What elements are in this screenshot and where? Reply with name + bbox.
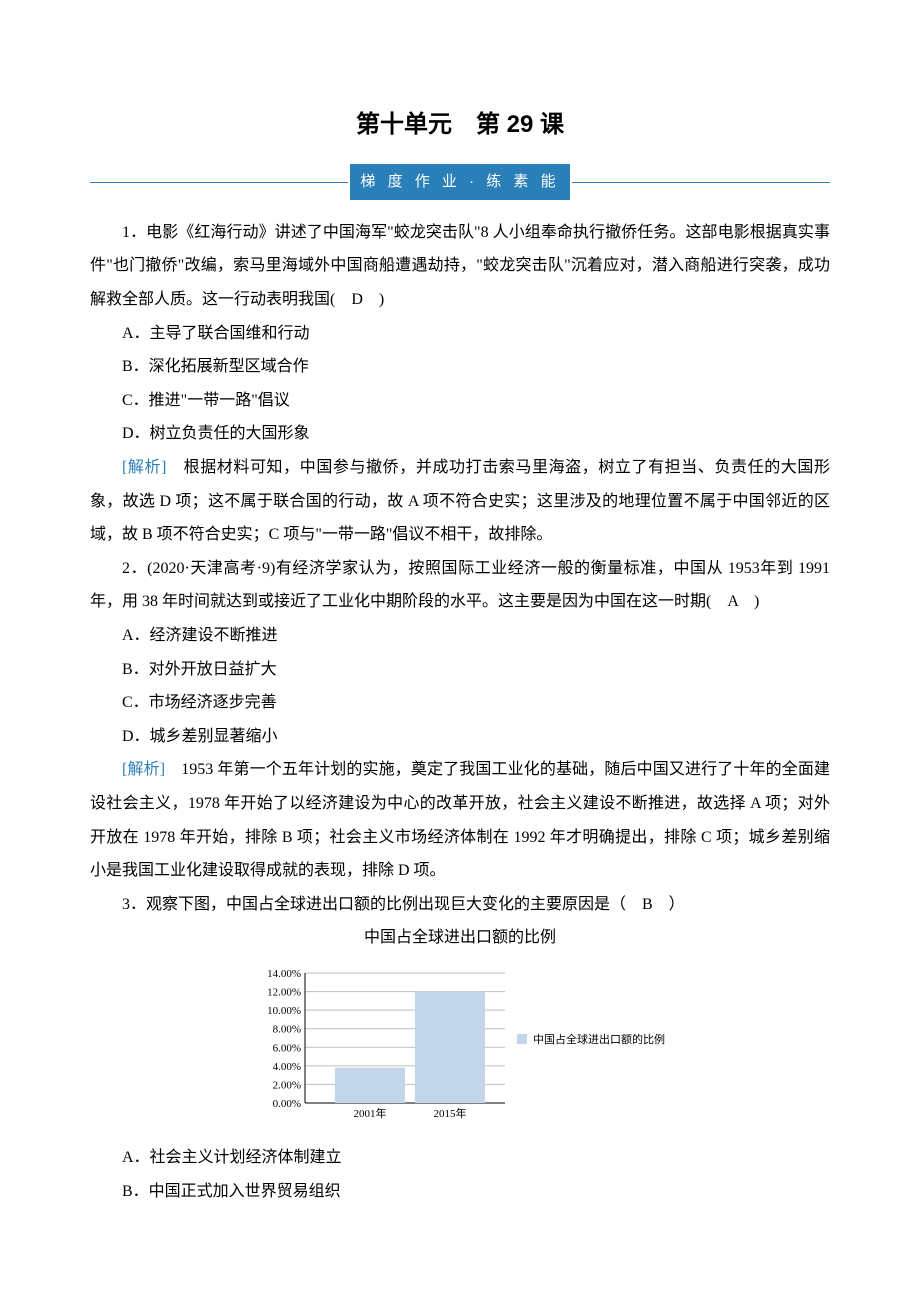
svg-text:4.00%: 4.00% bbox=[273, 1061, 301, 1073]
q2-analysis-text: 1953 年第一个五年计划的实施，奠定了我国工业化的基础，随后中国又进行了十年的… bbox=[90, 761, 830, 879]
svg-text:2.00%: 2.00% bbox=[273, 1079, 301, 1091]
svg-text:14.00%: 14.00% bbox=[267, 968, 301, 980]
analysis-label: [解析] bbox=[122, 459, 166, 476]
svg-text:12.00%: 12.00% bbox=[267, 987, 301, 999]
q1-analysis-text: 根据材料可知，中国参与撤侨，并成功打击索马里海盗，树立了有担当、负责任的大国形象… bbox=[90, 459, 830, 543]
q1-stem: 1．电影《红海行动》讲述了中国海军"蛟龙突击队"8 人小组奉命执行撤侨任务。这部… bbox=[90, 216, 830, 317]
q1-analysis: [解析] 根据材料可知，中国参与撤侨，并成功打击索马里海盗，树立了有担当、负责任… bbox=[90, 451, 830, 552]
svg-text:0.00%: 0.00% bbox=[273, 1098, 301, 1110]
subtitle-rule-right bbox=[572, 182, 830, 183]
page-title: 第十单元 第 29 课 bbox=[90, 100, 830, 150]
svg-text:2001年: 2001年 bbox=[354, 1106, 387, 1120]
q2-option-a: A．经济建设不断推进 bbox=[90, 619, 830, 653]
analysis-label: [解析] bbox=[122, 761, 165, 778]
svg-text:中国占全球进出口额的比例: 中国占全球进出口额的比例 bbox=[533, 1032, 665, 1046]
svg-text:10.00%: 10.00% bbox=[267, 1005, 301, 1017]
q3-option-b: B．中国正式加入世界贸易组织 bbox=[90, 1175, 830, 1209]
q2-analysis: [解析] 1953 年第一个五年计划的实施，奠定了我国工业化的基础，随后中国又进… bbox=[90, 753, 830, 887]
q2-option-b: B．对外开放日益扩大 bbox=[90, 653, 830, 687]
chart-container: 0.00% 2.00% 4.00% 6.00% 8.00% 10.00% 12.00% 14.… bbox=[90, 963, 830, 1133]
svg-text:6.00%: 6.00% bbox=[273, 1042, 301, 1054]
subtitle-text: 梯 度 作 业 · 练 素 能 bbox=[350, 164, 569, 200]
q2-option-c: C．市场经济逐步完善 bbox=[90, 686, 830, 720]
q3-option-a: A．社会主义计划经济体制建立 bbox=[90, 1141, 830, 1175]
q2-stem: 2．(2020·天津高考·9)有经济学家认为，按照国际工业经济一般的衡量标准，中… bbox=[90, 552, 830, 619]
svg-text:2015年: 2015年 bbox=[434, 1106, 467, 1120]
subtitle-rule-left bbox=[90, 182, 348, 183]
q1-option-d: D．树立负责任的大国形象 bbox=[90, 417, 830, 451]
q3-stem: 3．观察下图，中国占全球进出口额的比例出现巨大变化的主要原因是（ B ） bbox=[90, 888, 830, 922]
chart-title: 中国占全球进出口额的比例 bbox=[90, 921, 830, 955]
q2-option-d: D．城乡差别显著缩小 bbox=[90, 720, 830, 754]
q1-option-b: B．深化拓展新型区域合作 bbox=[90, 350, 830, 384]
q1-option-c: C．推进"一带一路"倡议 bbox=[90, 384, 830, 418]
svg-text:8.00%: 8.00% bbox=[273, 1024, 301, 1036]
bar-chart: 0.00% 2.00% 4.00% 6.00% 8.00% 10.00% 12.00% 14.… bbox=[250, 963, 670, 1133]
subtitle-banner: 梯 度 作 业 · 练 素 能 bbox=[90, 164, 830, 200]
q1-option-a: A．主导了联合国维和行动 bbox=[90, 317, 830, 351]
